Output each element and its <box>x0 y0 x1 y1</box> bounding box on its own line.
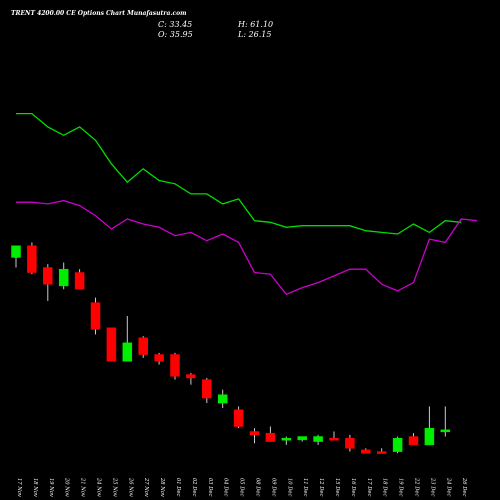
candle-body <box>329 437 339 441</box>
candle-body <box>202 379 212 399</box>
close-value: C: 33.45 <box>158 20 193 29</box>
date-tick-label: 28 Nov <box>159 477 165 497</box>
date-tick-label: 19 Dec <box>398 478 404 496</box>
candle-body <box>58 268 69 287</box>
date-tick-label: 09 Dec <box>270 478 276 496</box>
date-tick-label: 05 Dec <box>239 478 245 496</box>
indicator-line-magenta <box>16 199 478 296</box>
candle-body <box>440 429 451 433</box>
date-tick-label: 16 Dec <box>350 478 356 496</box>
candle-body <box>345 437 355 449</box>
candle-body <box>249 431 260 436</box>
date-tick-label: 03 Dec <box>207 478 213 496</box>
candle-body <box>424 427 435 446</box>
candle-body <box>186 374 196 379</box>
candle-body <box>27 245 37 273</box>
candle-body <box>376 451 387 454</box>
date-tick-label: 26 Dec <box>461 477 467 496</box>
candle-body <box>217 394 228 404</box>
date-tick-label: 22 Dec <box>414 477 420 496</box>
date-tick-label: 18 Nov <box>32 478 38 497</box>
date-tick-label: 17 Dec <box>366 478 372 496</box>
date-tick-label: 04 Dec <box>223 478 229 496</box>
indicator-line-green <box>16 112 462 235</box>
date-tick-label: 27 Nov <box>143 477 149 497</box>
date-tick-label: 01 Dec <box>175 478 181 496</box>
candle-body <box>313 436 323 442</box>
candle-body <box>281 437 292 441</box>
date-tick-label: 24 Nov <box>96 477 102 497</box>
date-tick-label: 02 Dec <box>191 478 197 496</box>
candle-body <box>392 437 403 452</box>
candle-body <box>154 354 164 362</box>
candle-body <box>233 409 244 427</box>
candle-body <box>265 432 276 442</box>
date-tick-label: 18 Dec <box>382 478 388 496</box>
date-tick-label: 17 Nov <box>16 478 22 497</box>
candle-body <box>43 267 53 285</box>
candle-body <box>90 302 101 330</box>
candle-body <box>106 327 117 362</box>
candle-body <box>170 354 180 377</box>
chart-title: TRENT 4200.00 CE Options Chart Munafasut… <box>11 10 187 17</box>
date-tick-label: 24 Dec <box>445 477 451 496</box>
date-tick-label: 20 Nov <box>64 477 70 497</box>
date-tick-label: 12 Dec <box>318 478 324 496</box>
date-tick-label: 23 Dec <box>429 477 435 496</box>
candle-body <box>361 449 371 454</box>
candle-body <box>11 245 21 258</box>
candle-body <box>122 342 133 362</box>
candle-body <box>408 436 419 446</box>
date-tick-label: 08 Dec <box>255 478 261 496</box>
date-tick-label: 25 Nov <box>111 477 117 497</box>
low-value: L: 26.15 <box>238 30 272 39</box>
candle-body <box>138 337 148 355</box>
open-value: O: 35.95 <box>158 30 193 39</box>
date-tick-label: 19 Nov <box>48 478 54 497</box>
date-tick-label: 10 Dec <box>286 478 292 496</box>
candle-body <box>297 436 307 441</box>
date-tick-label: 11 Dec <box>302 478 308 496</box>
high-value: H: 61.10 <box>238 20 274 29</box>
date-tick-label: 21 Nov <box>80 477 86 497</box>
date-tick-label: 26 Nov <box>127 477 133 497</box>
candle-body <box>74 272 85 290</box>
date-tick-label: 15 Dec <box>334 478 340 496</box>
